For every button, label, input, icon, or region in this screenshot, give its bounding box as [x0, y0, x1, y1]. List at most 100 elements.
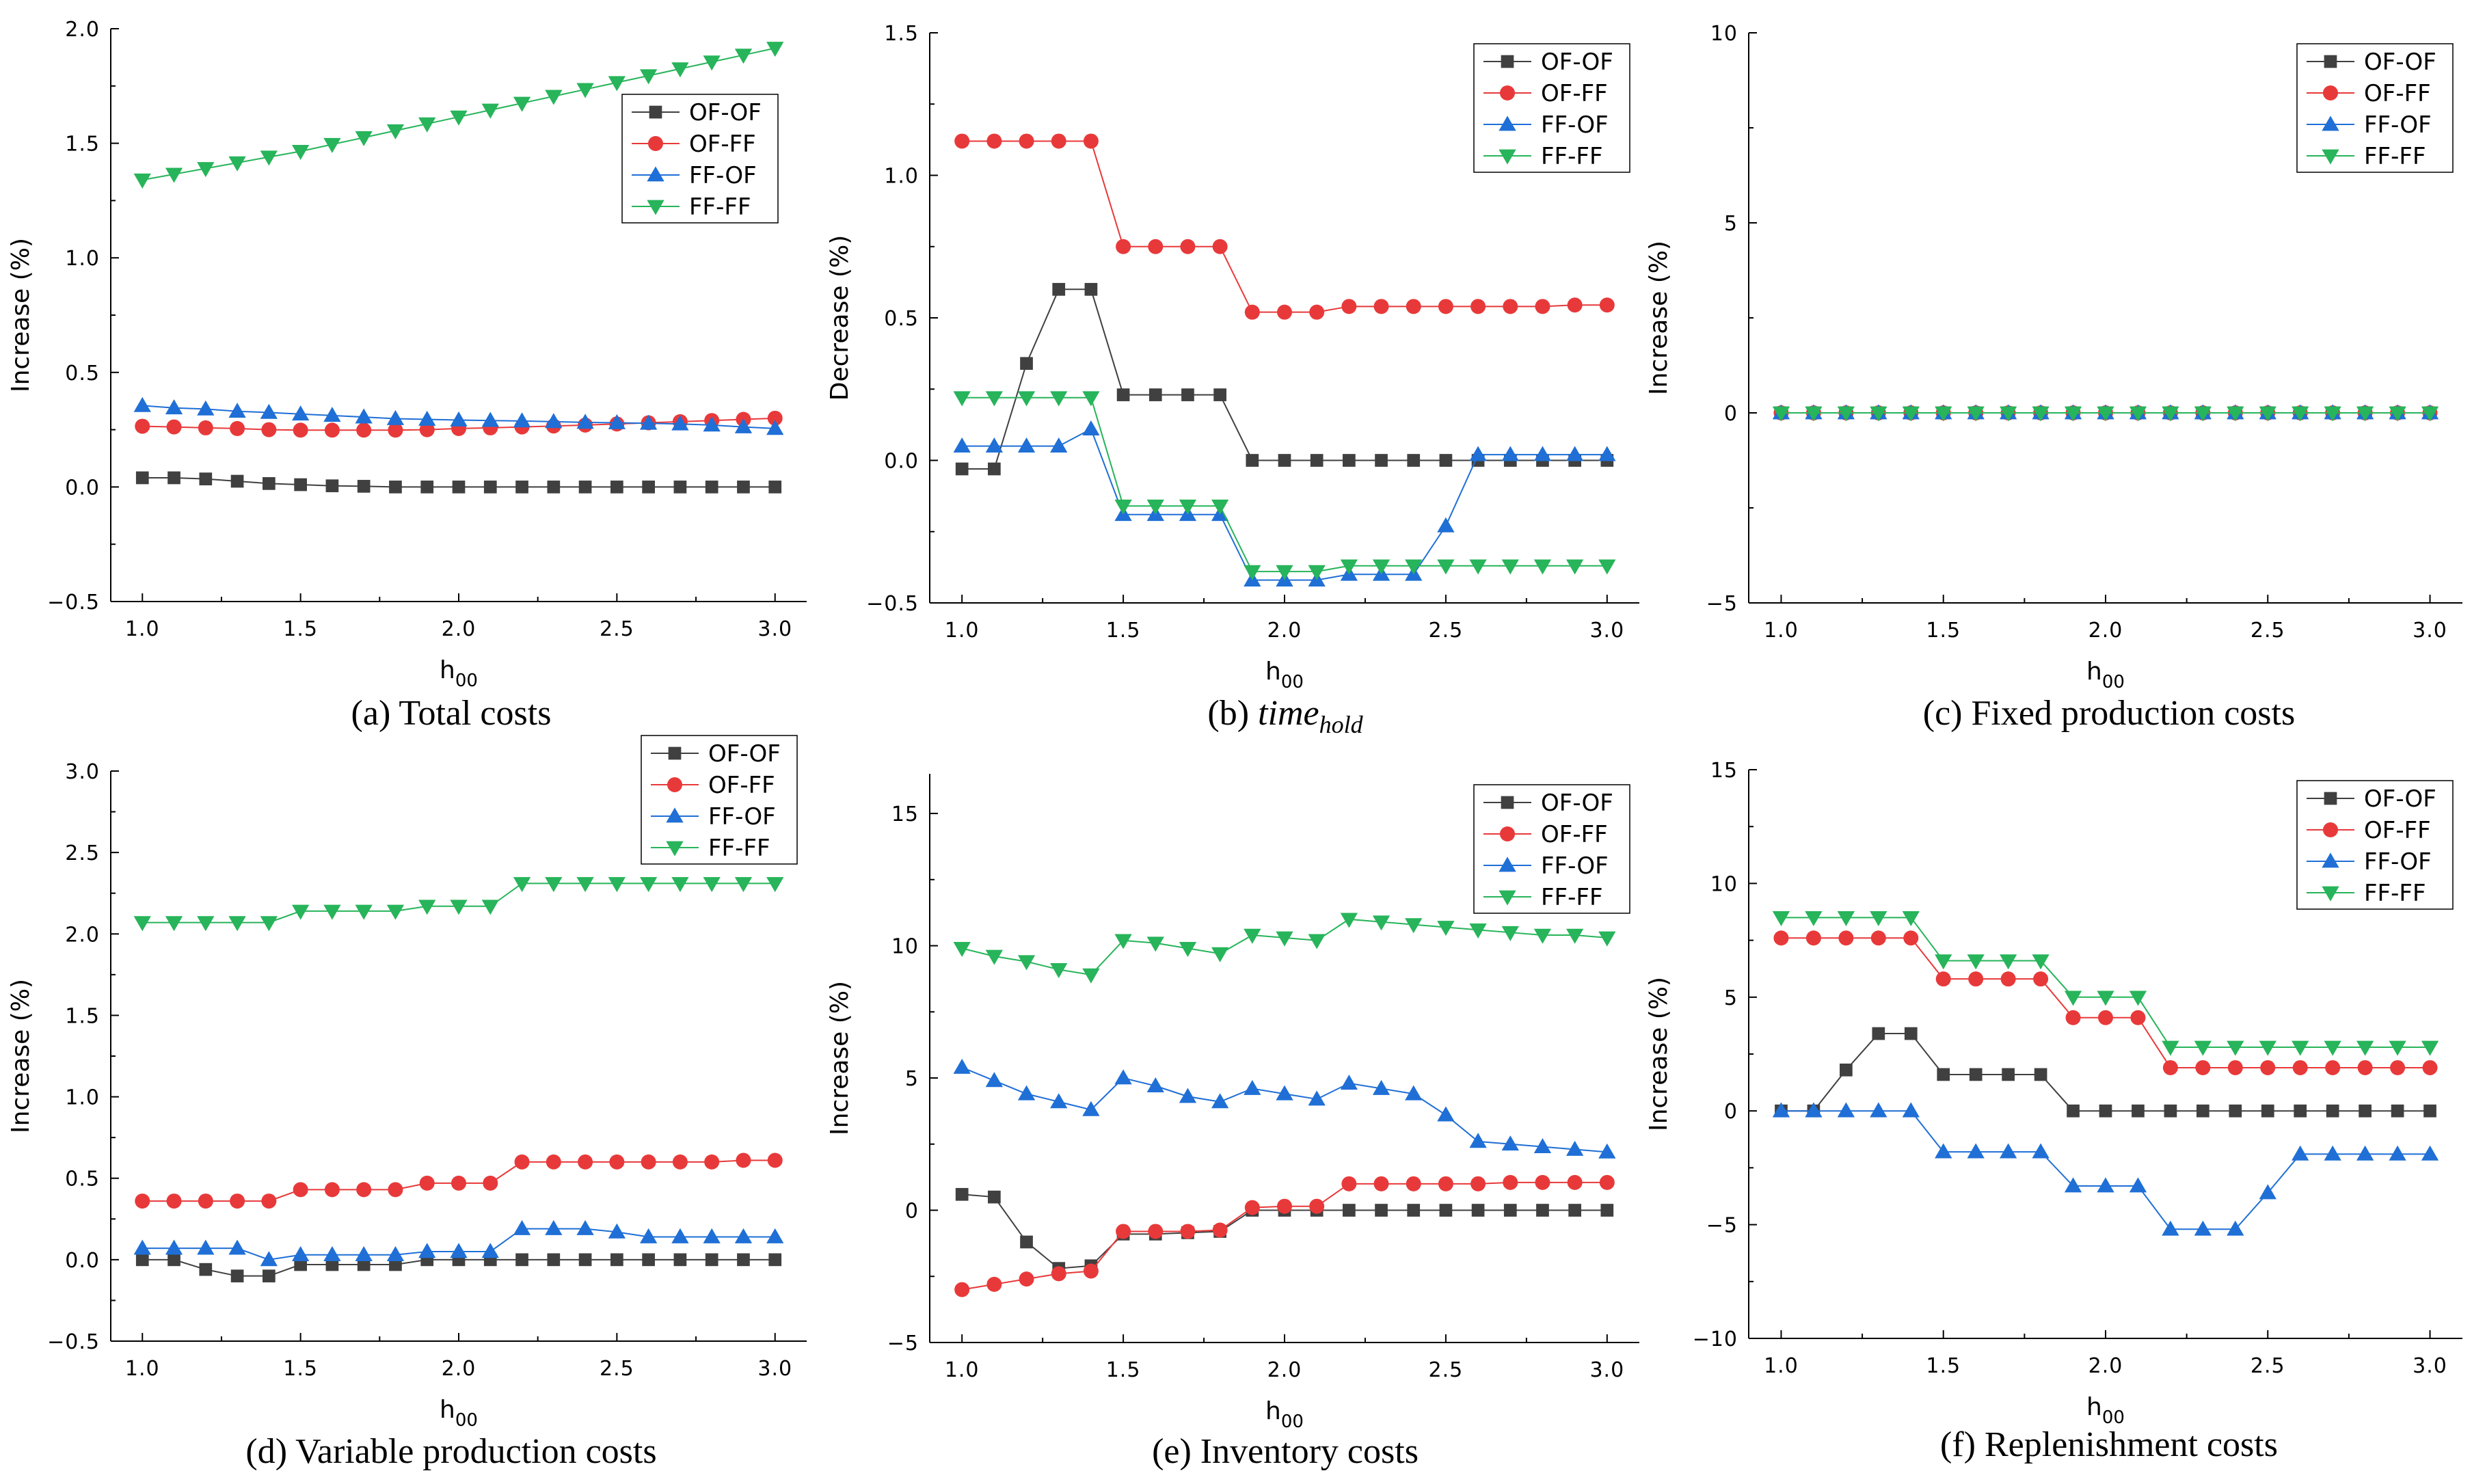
data-point-ff-of	[165, 1239, 183, 1255]
data-point-of-ff	[1277, 1198, 1292, 1214]
data-point-of-ff	[356, 1182, 372, 1198]
data-point-of-ff	[1341, 1176, 1357, 1191]
x-tick-label: 2.0	[2088, 619, 2123, 643]
data-point-of-of	[1375, 1204, 1388, 1217]
data-point-of-of	[294, 1258, 307, 1271]
data-point-of-ff	[419, 422, 435, 437]
data-point-ff-ff	[2032, 954, 2050, 970]
data-point-of-of	[547, 481, 561, 494]
data-point-ff-of	[2097, 1177, 2114, 1193]
data-point-of-of	[294, 478, 307, 491]
data-point-ff-ff	[985, 391, 1004, 407]
caption-text: (c) Fixed production costs	[1923, 694, 2295, 733]
data-point-ff-ff	[985, 949, 1004, 965]
legend-label-of-ff: OF-FF	[1541, 821, 1608, 848]
data-point-of-ff	[1180, 239, 1196, 254]
data-point-ff-ff	[1870, 406, 1887, 422]
data-point-of-of	[389, 481, 402, 494]
legend-label-of-ff: OF-FF	[1541, 80, 1608, 107]
y-tick-label: 1.5	[65, 1004, 100, 1028]
data-point-of-ff	[135, 418, 150, 434]
data-point-ff-ff	[1501, 926, 1519, 941]
data-point-of-ff	[356, 422, 372, 438]
data-point-ff-of	[2194, 1220, 2212, 1236]
data-point-ff-of	[197, 400, 215, 416]
x-tick-label: 1.0	[945, 1358, 980, 1382]
data-point-of-of	[1407, 1204, 1421, 1217]
legend-label-ff-ff: FF-FF	[708, 835, 770, 862]
data-point-ff-of	[1772, 1102, 1790, 1118]
data-point-ff-of	[1999, 1143, 2017, 1159]
data-point-ff-ff	[260, 916, 278, 932]
x-axis-label: h00	[1265, 658, 1304, 692]
chart-panel-b: 1.0 1.5 2.0 2.5 3.0 −0.5 0.0 0.5 1.0 1.5 h00 Decrea…	[826, 22, 1639, 738]
data-point-ff-of	[2421, 1145, 2439, 1161]
data-point-of-ff	[230, 1193, 245, 1209]
data-point-of-of	[988, 1190, 1001, 1204]
legend-label-of-ff: OF-FF	[708, 772, 775, 799]
data-point-ff-of	[481, 1243, 499, 1258]
data-point-ff-of	[2227, 1220, 2244, 1236]
legend-label-of-ff: OF-FF	[689, 131, 756, 158]
x-tick-label: 1.0	[1764, 1354, 1799, 1378]
data-point-ff-ff	[1405, 918, 1423, 934]
data-point-ff-of	[1501, 446, 1519, 461]
legend-marker-ff-of	[647, 166, 664, 182]
data-point-of-of	[1116, 388, 1130, 401]
data-point-of-of	[325, 479, 339, 493]
data-point-ff-of	[323, 407, 341, 422]
data-point-ff-of	[260, 1251, 278, 1267]
data-point-ff-of	[1146, 1077, 1164, 1092]
data-point-ff-of	[323, 1246, 341, 1262]
data-point-of-of	[2294, 1104, 2307, 1118]
data-point-ff-of	[1870, 1102, 1887, 1118]
data-point-of-ff	[954, 133, 970, 149]
legend: OF-OF OF-FF FF-OF FF-FF	[2296, 780, 2454, 910]
data-point-ff-of	[1017, 437, 1036, 453]
data-point-ff-ff	[953, 942, 971, 958]
data-point-of-of	[167, 1253, 180, 1267]
data-point-of-of	[167, 471, 180, 485]
data-point-ff-ff	[1437, 559, 1455, 575]
data-point-of-ff	[704, 1154, 720, 1170]
data-point-ff-ff	[1805, 406, 1823, 422]
caption-italic: time	[1258, 694, 1319, 733]
data-point-ff-of	[513, 412, 531, 428]
legend-marker-ff-of	[666, 807, 684, 823]
data-point-of-ff	[546, 1154, 561, 1170]
data-point-ff-of	[133, 396, 151, 412]
data-point-of-ff	[324, 1182, 340, 1198]
data-point-of-of	[1904, 1027, 1918, 1040]
data-point-of-of	[1343, 1204, 1356, 1217]
chart-panel-a: 1.0 1.5 2.0 2.5 3.0 −0.5 0.0 0.5 1.0 1.5 2.0 h00 Inc…	[7, 18, 807, 733]
data-point-of-of	[1148, 388, 1162, 401]
data-point-ff-of	[1340, 1075, 1358, 1090]
data-point-ff-of	[418, 410, 436, 426]
data-point-of-of	[230, 474, 244, 488]
data-point-of-of	[1181, 388, 1194, 401]
legend-label-ff-ff: FF-FF	[1541, 143, 1603, 170]
data-point-ff-ff	[1805, 910, 1823, 926]
data-point-of-ff	[641, 1154, 656, 1170]
data-point-ff-ff	[1050, 391, 1068, 407]
legend-marker-ff-ff	[2322, 149, 2339, 165]
data-point-ff-of	[1308, 1090, 1326, 1106]
data-point-of-of	[642, 1253, 655, 1267]
legend-marker-ff-of	[2322, 116, 2339, 131]
caption-text: (f) Replenishment costs	[1940, 1425, 2278, 1464]
data-point-of-ff	[1051, 1266, 1066, 1282]
data-point-ff-ff	[1469, 923, 1487, 939]
data-point-of-ff	[135, 1193, 150, 1209]
data-point-ff-ff	[1340, 559, 1358, 575]
data-point-of-of	[1246, 454, 1259, 467]
data-point-ff-of	[2162, 1220, 2179, 1236]
data-point-of-ff	[1341, 299, 1357, 314]
data-point-of-ff	[1870, 930, 1886, 946]
data-point-of-ff	[293, 1182, 308, 1198]
data-point-ff-of	[1598, 1143, 1616, 1159]
legend-label-ff-ff: FF-FF	[689, 193, 751, 221]
chart-panel-f: 1.0 1.5 2.0 2.5 3.0 −10 −5 0 5 10 15 h00 Increase (%…	[1645, 759, 2462, 1464]
data-point-ff-of	[1533, 446, 1552, 461]
data-point-of-ff	[1406, 1176, 1421, 1191]
data-point-of-ff	[261, 422, 277, 437]
